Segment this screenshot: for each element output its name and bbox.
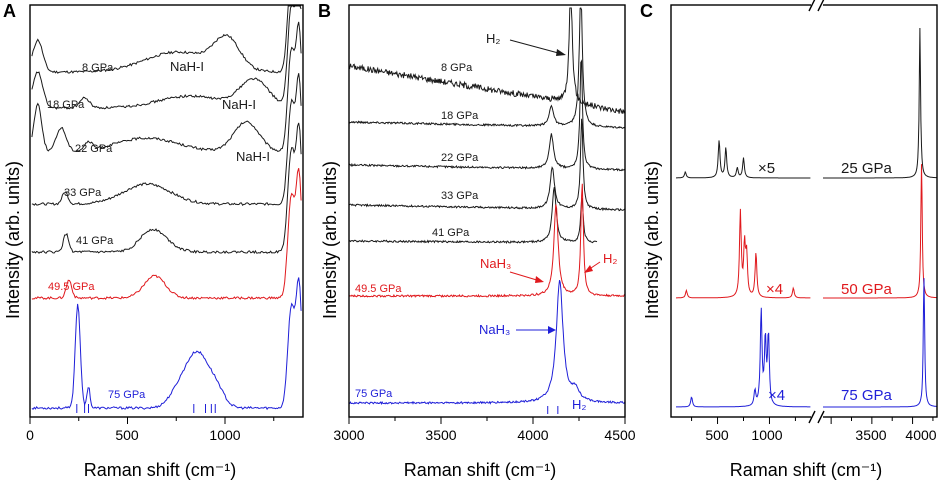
panel-c-spectrum-2-high	[823, 278, 937, 408]
panel-a-spectrum-3	[31, 73, 302, 206]
panel-a-annot-nah-3: NaH-I	[236, 149, 270, 164]
panel-b-label-75gpa: 75 GPa	[355, 388, 393, 400]
panel-c-tick-label-3500: 3500	[855, 427, 886, 443]
panel-c-tick-label-1000: 1000	[751, 427, 782, 443]
panel-c-tick-label-500: 500	[705, 427, 729, 443]
panel-c: C Intensity (arb. units) 500 1000 3500 4…	[640, 0, 938, 480]
panel-a-letter: A	[3, 1, 16, 21]
panel-c-y-axis-title: Intensity (arb. units)	[642, 161, 662, 319]
panel-c-x-ticks	[691, 417, 934, 424]
panel-b-annot-h2-red: H₂	[603, 251, 617, 266]
panel-b-tick-label-4000: 4000	[517, 427, 548, 443]
panel-b-arrowhead-h2-top	[556, 49, 566, 56]
panel-b-spectrum-6	[348, 280, 626, 406]
panel-c-label-50gpa: 50 GPa	[841, 281, 893, 298]
panel-b-annot-nah3-blue: NaH₃	[479, 322, 510, 337]
panel-a: A Intensity (arb. units) 0 500 1000 Rama…	[3, 1, 304, 480]
panel-b-label-8gpa: 8 GPa	[441, 62, 473, 74]
panel-c-mult-25gpa: ×5	[758, 160, 775, 177]
panel-c-break-mark-bottom-left	[808, 410, 816, 424]
panel-b-label-18gpa: 18 GPa	[441, 110, 479, 122]
panel-a-label-49gpa: 49.5 GPa	[48, 281, 95, 293]
panel-a-label-41gpa: 41 GPa	[76, 235, 114, 247]
panel-b-x-ticks	[348, 417, 626, 424]
panel-b-spectrum-1	[348, 7, 626, 129]
panel-a-x-ticks	[29, 417, 275, 424]
panel-a-y-axis-title: Intensity (arb. units)	[3, 161, 23, 319]
panel-b-arrowhead-nah3-blue	[548, 326, 556, 334]
panel-b-arrowhead-h2-red	[584, 265, 593, 273]
panel-b-letter: B	[318, 1, 331, 21]
panel-b-plot	[348, 7, 626, 414]
panel-c-frame	[670, 4, 938, 418]
panel-a-x-axis-title: Raman shift (cm⁻¹)	[84, 460, 237, 480]
panel-b-spectrum-4	[348, 186, 598, 245]
panel-b-label-22gpa: 22 GPa	[441, 152, 479, 164]
panel-c-spectrum-0-low	[676, 140, 811, 179]
panel-a-label-33gpa: 33 GPa	[64, 187, 102, 199]
panel-a-label-18gpa: 18 GPa	[47, 99, 85, 111]
panel-c-label-25gpa: 25 GPa	[841, 160, 893, 177]
panel-b-spectrum-2	[348, 59, 626, 172]
panel-b: B Intensity (arb. units) 3000 3500 4000 …	[318, 1, 636, 480]
panel-a-label-22gpa: 22 GPa	[75, 143, 113, 155]
panel-a-tick-label-0: 0	[26, 427, 34, 443]
panel-c-spectrum-1-high	[823, 164, 937, 299]
panel-c-spectrum-1-low	[676, 208, 811, 299]
panel-a-spectrum-5	[31, 168, 302, 301]
panel-b-spectrum-5	[348, 183, 626, 298]
panel-c-spectrum-2-low	[676, 307, 811, 408]
panel-a-label-8gpa: 8 GPa	[82, 62, 114, 74]
panel-b-annot-h2-top: H₂	[486, 31, 500, 46]
panel-a-label-75gpa: 75 GPa	[108, 389, 146, 401]
panel-c-axis-break-gap	[811, 0, 823, 422]
panel-a-spectrum-2	[31, 21, 302, 152]
panel-b-tick-label-3000: 3000	[333, 427, 364, 443]
panel-b-arrow-nah3-red	[509, 271, 541, 282]
panel-a-tick-label-500: 500	[115, 427, 139, 443]
panel-c-x-axis-title: Raman shift (cm⁻¹)	[730, 460, 883, 480]
panel-c-mult-75gpa: ×4	[768, 387, 785, 404]
panel-c-label-75gpa: 75 GPa	[841, 387, 893, 404]
panel-b-tick-label-4500: 4500	[604, 427, 635, 443]
panel-c-tick-label-4000: 4000	[905, 427, 936, 443]
panel-b-annot-nah3-red: NaH₃	[480, 256, 511, 271]
panel-a-spectrum-1	[31, 5, 302, 110]
panel-b-x-axis-title: Raman shift (cm⁻¹)	[404, 460, 557, 480]
panel-c-spectrum-0-high	[823, 27, 937, 179]
panel-a-plot	[31, 5, 302, 413]
panel-c-break-mark-top-right	[817, 0, 825, 12]
panel-c-letter: C	[640, 1, 653, 21]
panel-a-spectrum-4	[31, 122, 302, 255]
panel-b-annot-h2-blue: H₂	[572, 397, 586, 412]
panel-c-break-mark-bottom-right	[817, 410, 825, 424]
panel-a-tick-label-1000: 1000	[209, 427, 240, 443]
panel-b-label-41gpa: 41 GPa	[432, 227, 470, 239]
panel-b-label-33gpa: 33 GPa	[441, 190, 479, 202]
panel-b-spectrum-0	[348, 7, 626, 115]
panel-c-break-mark-top-left	[808, 0, 816, 12]
panel-a-spectrum-0	[31, 5, 302, 74]
panel-b-arrow-h2-top	[509, 39, 563, 55]
panel-a-spectrum-6	[31, 277, 302, 411]
panel-a-annot-nah-1: NaH-I	[170, 59, 204, 74]
panel-a-frame	[29, 4, 304, 418]
panel-b-spectrum-3	[348, 118, 626, 212]
panel-b-tick-label-3500: 3500	[425, 427, 456, 443]
panel-a-annot-nah-2: NaH-I	[222, 97, 256, 112]
panel-b-frame	[348, 4, 626, 418]
panel-c-plot	[676, 27, 937, 408]
panel-b-arrowhead-nah3-red	[535, 276, 544, 283]
panel-b-y-axis-title: Intensity (arb. units)	[320, 161, 340, 319]
panel-b-label-49gpa: 49.5 GPa	[355, 283, 402, 295]
panel-c-mult-50gpa: ×4	[766, 281, 783, 298]
